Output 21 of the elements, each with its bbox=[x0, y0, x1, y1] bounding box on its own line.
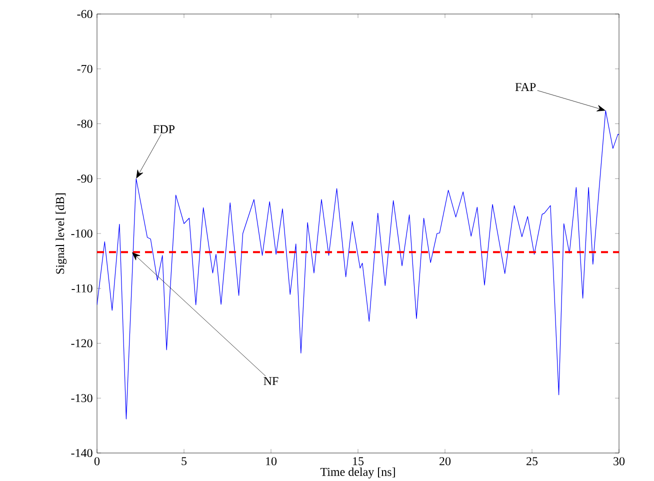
x-tick-label: 10 bbox=[266, 457, 277, 466]
y-tick-label: -90 bbox=[77, 174, 92, 183]
annotation: FDP bbox=[153, 125, 175, 134]
x-axis-title: Time delay [ns] bbox=[320, 467, 395, 478]
x-tick-label: 15 bbox=[353, 457, 364, 466]
x-tick-label: 30 bbox=[614, 457, 625, 466]
y-tick-label: -60 bbox=[77, 10, 92, 18]
y-tick-label: -100 bbox=[71, 229, 92, 238]
y-tick-label: -140 bbox=[71, 448, 92, 458]
y-axis-title: Signal level [dB] bbox=[56, 193, 67, 274]
y-tick-label: -130 bbox=[71, 394, 92, 402]
x-tick-label: 25 bbox=[526, 457, 538, 466]
x-tick-label: 0 bbox=[94, 457, 100, 466]
annotation: NF bbox=[264, 377, 278, 386]
y-tick-label: -110 bbox=[72, 284, 92, 292]
y-tick-label: -70 bbox=[77, 64, 92, 73]
y-tick-label: -120 bbox=[71, 339, 92, 348]
annotation: FAP bbox=[515, 83, 536, 91]
y-tick-label: -80 bbox=[77, 120, 92, 128]
x-tick-label: 20 bbox=[440, 457, 451, 466]
x-tick-label: 5 bbox=[182, 457, 187, 466]
